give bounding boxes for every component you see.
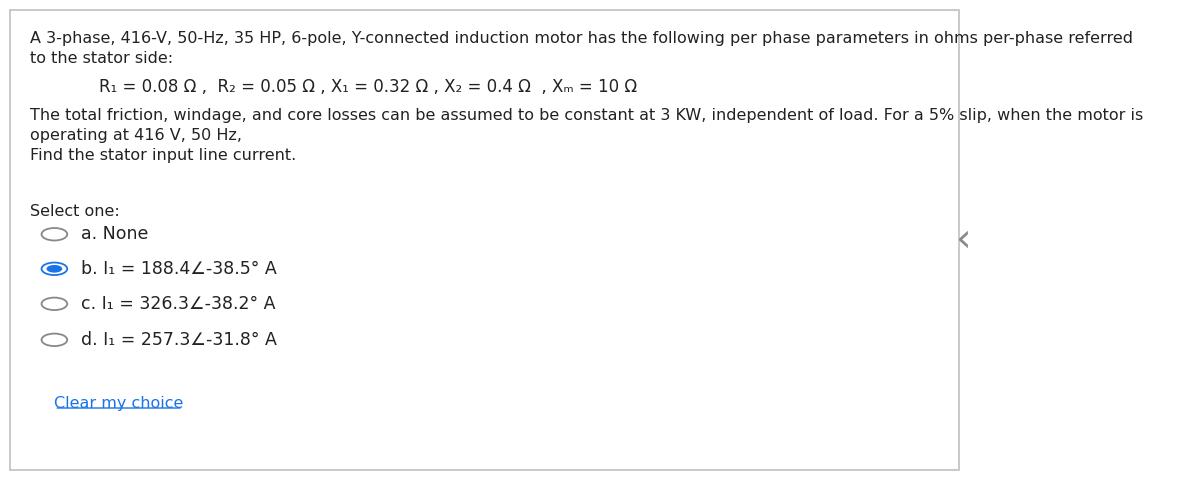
Text: d. I₁ = 257.3∠-31.8° A: d. I₁ = 257.3∠-31.8° A — [82, 331, 277, 349]
Text: a. None: a. None — [82, 225, 149, 243]
Text: ‹: ‹ — [956, 221, 972, 259]
Text: R₁ = 0.08 Ω ,  R₂ = 0.05 Ω , X₁ = 0.32 Ω , X₂ = 0.4 Ω  , Xₘ = 10 Ω: R₁ = 0.08 Ω , R₂ = 0.05 Ω , X₁ = 0.32 Ω … — [98, 78, 637, 96]
Circle shape — [42, 298, 67, 310]
Text: operating at 416 V, 50 Hz,: operating at 416 V, 50 Hz, — [30, 128, 241, 143]
Text: b. I₁ = 188.4∠-38.5° A: b. I₁ = 188.4∠-38.5° A — [82, 260, 277, 278]
Text: A 3-phase, 416-V, 50-Hz, 35 HP, 6-pole, Y-connected induction motor has the foll: A 3-phase, 416-V, 50-Hz, 35 HP, 6-pole, … — [30, 31, 1133, 46]
Text: c. I₁ = 326.3∠-38.2° A: c. I₁ = 326.3∠-38.2° A — [82, 295, 276, 313]
Circle shape — [42, 263, 67, 275]
Text: Clear my choice: Clear my choice — [54, 396, 184, 411]
Text: Select one:: Select one: — [30, 204, 120, 219]
Circle shape — [42, 228, 67, 240]
Circle shape — [42, 334, 67, 346]
Text: The total friction, windage, and core losses can be assumed to be constant at 3 : The total friction, windage, and core lo… — [30, 108, 1142, 123]
Text: to the stator side:: to the stator side: — [30, 51, 173, 66]
FancyBboxPatch shape — [10, 10, 959, 470]
Circle shape — [47, 265, 62, 273]
Text: Find the stator input line current.: Find the stator input line current. — [30, 148, 296, 163]
